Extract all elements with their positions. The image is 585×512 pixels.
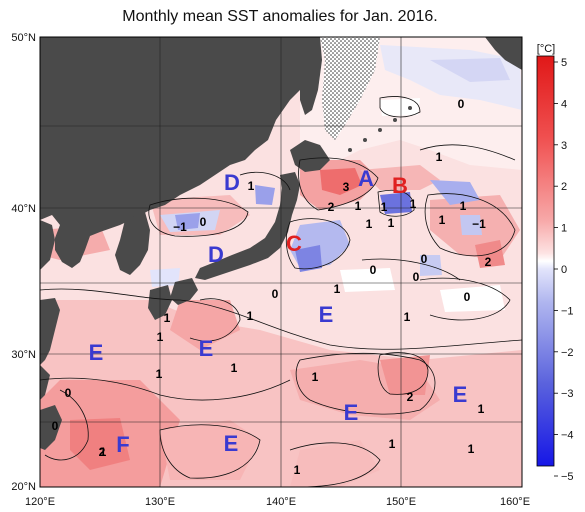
contour-value-label: 1: [404, 310, 411, 324]
region-label-layer: A B C D D E E E E E E F: [89, 166, 468, 457]
lon-axis: 120°E 130°E 140°E 150°E 160°E: [25, 496, 530, 508]
contour-value-label: 1: [389, 437, 396, 451]
colorbar-unit: [°C]: [537, 43, 555, 55]
map-frame: [39, 36, 523, 488]
region-label-d1: D: [224, 170, 240, 195]
colorbar-tick-label: 5: [561, 57, 567, 69]
contour-value-label: 0: [458, 97, 465, 111]
colorbar-tick-label: −4: [561, 430, 574, 442]
region-label-e3: E: [199, 336, 214, 361]
region-label-e6: E: [224, 431, 239, 456]
colorbar-tick-label: 0: [561, 264, 567, 276]
colorbar-tick-label: 1: [561, 223, 567, 235]
contour-value-label: 1: [247, 309, 254, 323]
lon-tick-label: 150°E: [386, 496, 416, 508]
lat-tick-label: 50°N: [11, 32, 36, 44]
contour-value-label: 2: [99, 445, 106, 459]
colorbar-tick-label: 4: [561, 98, 567, 110]
graticule: [40, 37, 522, 487]
contour-value-label: 1: [478, 402, 485, 416]
contour-value-label: 1: [460, 199, 467, 213]
contour-value-label: 1: [410, 197, 417, 211]
land: [40, 37, 522, 450]
region-label-b: B: [392, 173, 408, 198]
region-label-e1: E: [319, 302, 334, 327]
contour-value-label: 1: [164, 311, 171, 325]
contour-value-label: 1: [468, 442, 475, 456]
region-label-f: F: [116, 432, 129, 457]
contour-value-label: 2: [407, 390, 414, 404]
colorbar-tick-label: −5: [561, 471, 574, 483]
region-label-a: A: [358, 166, 374, 191]
contour-value-label: 1: [388, 216, 395, 230]
region-label-e4: E: [344, 400, 359, 425]
contour-value-label: 0: [200, 215, 207, 229]
contour-value-label: 0: [272, 287, 279, 301]
contour-value-label: 1: [231, 361, 238, 375]
contour-value-label: 0: [413, 270, 420, 284]
lat-tick-label: 30°N: [11, 349, 36, 361]
contour-value-label: 2: [485, 255, 492, 269]
contour-value-label: 0: [464, 290, 471, 304]
contour-value-label: 3: [343, 180, 350, 194]
colorbar-tick-label: −1: [561, 305, 574, 317]
lon-tick-label: 160°E: [500, 496, 530, 508]
contour-value-label: 1: [439, 213, 446, 227]
contour-value-label: 0: [370, 263, 377, 277]
region-label-e2: E: [89, 340, 104, 365]
colorbar-ramp: [536, 55, 555, 467]
region-label-d2: D: [208, 242, 224, 267]
lon-tick-label: 140°E: [266, 496, 296, 508]
contour-value-label: −1: [472, 217, 486, 231]
contour-value-label: 1: [436, 150, 443, 164]
colorbar-tick-label: −3: [561, 388, 574, 400]
contour-value-label: 1: [157, 330, 164, 344]
contour-value-label: 1: [100, 445, 107, 459]
colorbar-tick-label: 3: [561, 140, 567, 152]
lat-tick-label: 20°N: [11, 481, 36, 493]
map-title: Monthly mean SST anomalies for Jan. 2016…: [122, 8, 438, 25]
contour-value-label: 1: [312, 370, 319, 384]
colorbar-tick-label: −2: [561, 347, 574, 359]
contour-value-label: 1: [381, 200, 388, 214]
contour-value-label: 1: [248, 179, 255, 193]
colorbar: [°C] 5 4 3 2 1 0 −1 −2 −3 −4 −5: [536, 43, 574, 483]
lat-axis: 50°N 40°N 30°N 20°N: [11, 32, 36, 493]
contour-value-label: 0: [421, 252, 428, 266]
contour-value-label: 1: [294, 463, 301, 477]
lat-tick-label: 40°N: [11, 203, 36, 215]
contour-value-label: 0: [52, 419, 59, 433]
contour-value-label: 1: [156, 367, 163, 381]
lon-tick-label: 130°E: [145, 496, 175, 508]
lon-tick-label: 120°E: [25, 496, 55, 508]
contour-value-label: −1: [173, 220, 187, 234]
contour-value-label: 1: [334, 282, 341, 296]
contour-value-label: 1: [366, 217, 373, 231]
region-label-e5: E: [453, 382, 468, 407]
colorbar-tick-label: 2: [561, 181, 567, 193]
contour-value-label: 0: [65, 386, 72, 400]
region-label-c: C: [286, 231, 302, 256]
contour-value-label: 2: [328, 200, 335, 214]
contour-value-label: 1: [355, 199, 362, 213]
